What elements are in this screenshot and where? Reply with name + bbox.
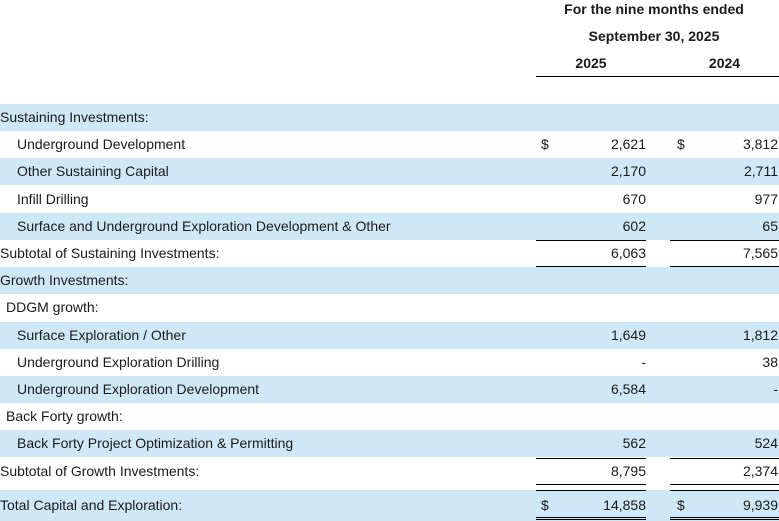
year-2025-heading: 2025 <box>575 55 607 71</box>
value-2024: 977 <box>754 191 778 207</box>
value-2025: 2,621 <box>610 136 646 152</box>
subtotal-row: Subtotal of Growth Investments: 8,795 2,37… <box>0 458 779 485</box>
value-2024: 1,812 <box>742 327 778 343</box>
table-row: Underground Exploration Drilling - 38 <box>0 349 779 376</box>
total-double-underline <box>536 517 646 520</box>
currency-symbol: $ <box>677 136 685 152</box>
value-2024: 38 <box>762 354 778 370</box>
row-label: Underground Exploration Development <box>17 381 260 397</box>
total-double-underline <box>670 517 779 520</box>
sum-rule-line <box>536 490 646 491</box>
subtotal-underline <box>536 266 646 267</box>
value-2025: 562 <box>622 435 646 451</box>
row-label: Other Sustaining Capital <box>17 163 169 179</box>
table-row: DDGM growth: <box>0 294 779 321</box>
table-row: Back Forty growth: <box>0 403 779 430</box>
row-label: Subtotal of Sustaining Investments: <box>0 245 220 261</box>
sum-rule-line <box>670 240 779 241</box>
table-row: Surface and Underground Exploration Deve… <box>0 213 779 240</box>
header-underline <box>536 76 779 77</box>
subtotal-underline <box>670 484 779 485</box>
value-2025: 14,858 <box>603 497 646 513</box>
sum-rule-line <box>670 490 779 491</box>
table-row: Infill Drilling 670 977 <box>0 186 779 213</box>
currency-symbol: $ <box>677 497 685 513</box>
row-label: Underground Exploration Drilling <box>17 354 220 370</box>
value-2025: 1,649 <box>610 327 646 343</box>
table-row: Back Forty Project Optimization & Permit… <box>0 430 779 457</box>
row-label: Surface and Underground Exploration Deve… <box>17 218 391 234</box>
row-label: Sustaining Investments: <box>0 109 149 125</box>
row-label: Total Capital and Exploration: <box>0 497 183 513</box>
table-row: Underground Development $2,621 $3,812 <box>0 131 779 158</box>
value-2025: 670 <box>622 191 646 207</box>
value-2024: 524 <box>754 435 778 451</box>
row-label: Back Forty Project Optimization & Permit… <box>17 435 294 451</box>
value-2025: 8,795 <box>610 463 646 479</box>
table-row: Sustaining Investments: <box>0 104 779 131</box>
currency-symbol: $ <box>541 497 549 513</box>
value-2024: 2,374 <box>742 463 778 479</box>
value-2025: 6,584 <box>610 381 646 397</box>
value-2024: 3,812 <box>742 136 778 152</box>
table-row: Other Sustaining Capital 2,170 2,711 <box>0 158 779 185</box>
value-2025: 6,063 <box>610 245 646 261</box>
value-2024: 65 <box>762 218 778 234</box>
table-row: Underground Exploration Development 6,584… <box>0 376 779 403</box>
sum-rule-line <box>536 240 646 241</box>
year-2024-heading: 2024 <box>708 55 741 71</box>
row-label: Back Forty growth: <box>6 408 123 424</box>
value-2025: 602 <box>622 218 646 234</box>
value-2024: - <box>773 381 778 397</box>
row-label: Infill Drilling <box>17 191 89 207</box>
row-label: Growth Investments: <box>0 272 129 288</box>
value-2024: 9,939 <box>742 497 778 513</box>
value-2024: 2,711 <box>744 163 778 179</box>
value-2025: 2,170 <box>610 163 646 179</box>
row-label: Underground Development <box>17 136 186 152</box>
period-heading-line2: September 30, 2025 <box>588 28 720 44</box>
value-2025: - <box>641 354 646 370</box>
sum-rule-line <box>670 458 779 459</box>
table-row: Growth Investments: <box>0 267 779 294</box>
currency-symbol: $ <box>541 136 549 152</box>
value-2024: 7,565 <box>742 245 778 261</box>
sum-rule-line <box>536 458 646 459</box>
period-heading-line1: For the nine months ended <box>564 1 744 17</box>
row-label: DDGM growth: <box>6 299 99 315</box>
subtotal-underline <box>670 266 779 267</box>
subtotal-underline <box>536 484 646 485</box>
table-row: Surface Exploration / Other 1,649 1,812 <box>0 322 779 349</box>
row-label: Subtotal of Growth Investments: <box>0 463 200 479</box>
total-row: Total Capital and Exploration: $14,858 $9,… <box>0 490 779 521</box>
row-label: Surface Exploration / Other <box>17 327 186 343</box>
subtotal-row: Subtotal of Sustaining Investments: 6,063… <box>0 240 779 267</box>
